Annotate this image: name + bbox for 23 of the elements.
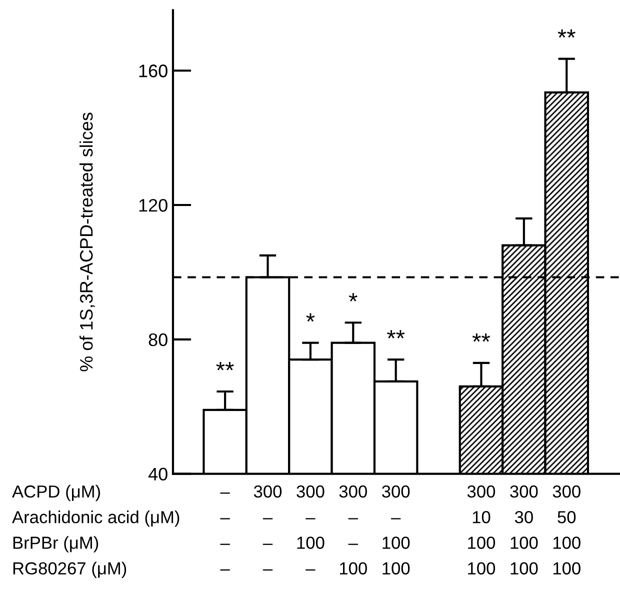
annotation: * bbox=[348, 293, 358, 302]
text: RG80267 (μM) bbox=[13, 562, 126, 578]
y-tick-label: 120 bbox=[139, 198, 168, 212]
x-tick-label: 300 – 100 100 bbox=[382, 485, 410, 575]
y-tick-label: 80 bbox=[148, 333, 168, 346]
x-tick-label: 300 30 100 100 bbox=[510, 485, 538, 575]
annotation: ** bbox=[558, 29, 576, 38]
category-label: 300 – – 100 bbox=[339, 485, 367, 575]
text: BrPBr (μM) bbox=[13, 536, 98, 552]
x-tick-label: 300 10 100 100 bbox=[467, 485, 496, 575]
annotation: * bbox=[306, 313, 315, 322]
text: Arachidonic acid (μM) bbox=[12, 510, 180, 527]
annotation: ** bbox=[472, 333, 490, 342]
annotation: ** bbox=[387, 330, 405, 338]
text: ACPD (μM) bbox=[12, 484, 100, 502]
y-tick-label: 40 bbox=[148, 468, 168, 481]
y-tick-label: 160 bbox=[139, 64, 168, 78]
x-tick-label: 300 – 100 – bbox=[296, 485, 324, 571]
x-tick-label: 300 50 100 100 bbox=[552, 485, 580, 575]
category-label: 300 – – – bbox=[254, 485, 282, 571]
category-label: – – – – bbox=[220, 492, 230, 571]
annotation: ** bbox=[216, 362, 234, 370]
y-axis-title: % of 1S,3R-ACPD-treated slices bbox=[80, 112, 95, 372]
